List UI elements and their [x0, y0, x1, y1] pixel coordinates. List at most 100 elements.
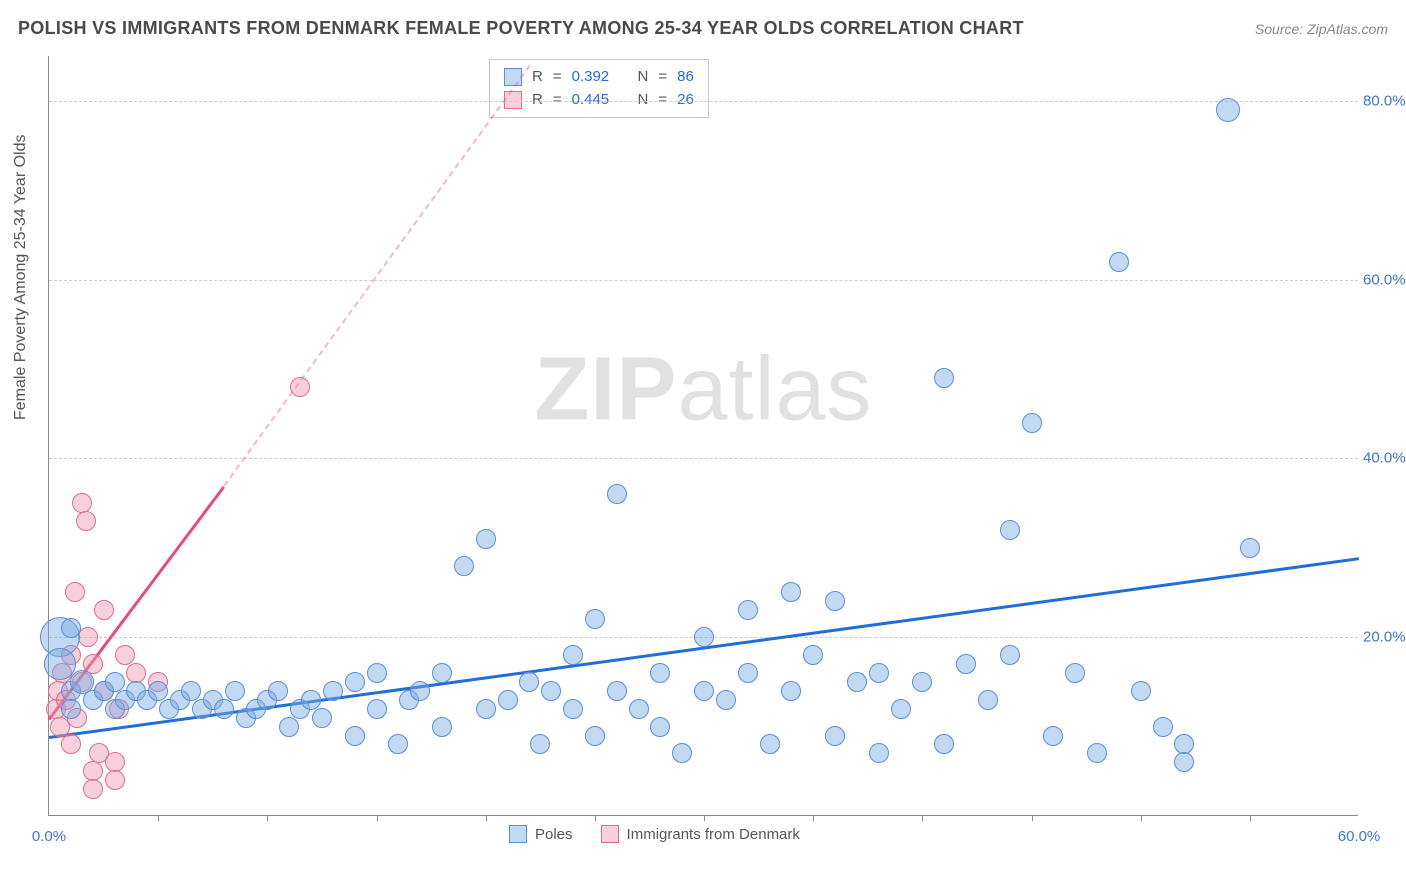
y-tick-label: 80.0% — [1363, 92, 1406, 109]
data-point-poles — [803, 645, 823, 665]
x-tick-label: 60.0% — [1338, 828, 1381, 845]
data-point-poles — [934, 734, 954, 754]
data-point-poles — [1000, 645, 1020, 665]
data-point-poles — [61, 699, 81, 719]
x-minor-tick — [486, 815, 487, 821]
data-point-poles — [738, 663, 758, 683]
data-point-denmark — [76, 511, 96, 531]
x-minor-tick — [267, 815, 268, 821]
data-point-poles — [781, 582, 801, 602]
stats-row-poles: R = 0.392 N = 86 — [504, 66, 694, 89]
data-point-poles — [760, 734, 780, 754]
data-point-poles — [367, 663, 387, 683]
x-minor-tick — [704, 815, 705, 821]
x-minor-tick — [813, 815, 814, 821]
data-point-poles — [1000, 520, 1020, 540]
data-point-poles — [476, 529, 496, 549]
data-point-poles — [345, 672, 365, 692]
data-point-poles — [912, 672, 932, 692]
data-point-poles — [738, 600, 758, 620]
data-point-poles — [672, 743, 692, 763]
data-point-poles — [225, 681, 245, 701]
data-point-poles — [105, 672, 125, 692]
data-point-denmark — [105, 770, 125, 790]
data-point-poles — [1022, 413, 1042, 433]
data-point-denmark — [78, 627, 98, 647]
data-point-poles — [312, 708, 332, 728]
data-point-denmark — [115, 645, 135, 665]
x-minor-tick — [1250, 815, 1251, 821]
data-point-poles — [181, 681, 201, 701]
data-point-poles — [869, 663, 889, 683]
chart-title: POLISH VS IMMIGRANTS FROM DENMARK FEMALE… — [18, 18, 1024, 39]
x-minor-tick — [595, 815, 596, 821]
legend-item-denmark: Immigrants from Denmark — [601, 825, 800, 843]
data-point-denmark — [65, 582, 85, 602]
y-tick-label: 20.0% — [1363, 629, 1406, 646]
data-point-poles — [301, 690, 321, 710]
data-point-denmark — [61, 734, 81, 754]
legend-item-poles: Poles — [509, 825, 573, 843]
data-point-poles — [607, 484, 627, 504]
data-point-poles — [214, 699, 234, 719]
data-point-poles — [956, 654, 976, 674]
data-point-poles — [847, 672, 867, 692]
data-point-poles — [1240, 538, 1260, 558]
data-point-poles — [716, 690, 736, 710]
data-point-poles — [410, 681, 430, 701]
data-point-poles — [585, 726, 605, 746]
data-point-poles — [1087, 743, 1107, 763]
data-point-poles — [148, 681, 168, 701]
data-point-poles — [541, 681, 561, 701]
data-point-poles — [432, 663, 452, 683]
data-point-poles — [694, 627, 714, 647]
watermark: ZIPatlas — [534, 338, 872, 441]
data-point-poles — [61, 618, 81, 638]
data-point-poles — [1065, 663, 1085, 683]
gridline-h — [49, 458, 1358, 459]
data-point-poles — [454, 556, 474, 576]
trend-line-dashed — [223, 65, 530, 486]
legend: Poles Immigrants from Denmark — [509, 825, 800, 843]
stat-eq: = — [553, 66, 562, 89]
data-point-poles — [694, 681, 714, 701]
data-point-poles — [1109, 252, 1129, 272]
x-minor-tick — [377, 815, 378, 821]
data-point-poles — [607, 681, 627, 701]
data-point-poles — [934, 368, 954, 388]
data-point-poles — [498, 690, 518, 710]
gridline-h — [49, 101, 1358, 102]
stat-n-poles: 86 — [677, 66, 694, 89]
gridline-h — [49, 280, 1358, 281]
stats-box: R = 0.392 N = 86 R = 0.445 N = 26 — [489, 59, 709, 118]
data-point-poles — [563, 645, 583, 665]
x-minor-tick — [922, 815, 923, 821]
data-point-poles — [388, 734, 408, 754]
legend-label-poles: Poles — [535, 826, 573, 843]
data-point-poles — [869, 743, 889, 763]
data-point-denmark — [94, 600, 114, 620]
data-point-denmark — [72, 493, 92, 513]
data-point-poles — [629, 699, 649, 719]
data-point-poles — [519, 672, 539, 692]
y-tick-label: 40.0% — [1363, 450, 1406, 467]
plot-area: ZIPatlas R = 0.392 N = 86 R = 0.445 N = … — [48, 56, 1358, 816]
data-point-poles — [432, 717, 452, 737]
data-point-poles — [1131, 681, 1151, 701]
data-point-denmark — [83, 779, 103, 799]
data-point-poles — [825, 591, 845, 611]
x-minor-tick — [1032, 815, 1033, 821]
data-point-denmark — [290, 377, 310, 397]
x-tick-label: 0.0% — [32, 828, 66, 845]
legend-label-denmark: Immigrants from Denmark — [627, 826, 800, 843]
data-point-poles — [367, 699, 387, 719]
data-point-poles — [268, 681, 288, 701]
watermark-light: atlas — [677, 339, 872, 439]
data-point-poles — [530, 734, 550, 754]
data-point-poles — [1216, 98, 1240, 122]
source-label: Source: ZipAtlas.com — [1255, 21, 1388, 37]
y-tick-label: 60.0% — [1363, 271, 1406, 288]
data-point-poles — [1174, 752, 1194, 772]
data-point-poles — [650, 663, 670, 683]
legend-swatch-poles-icon — [509, 825, 527, 843]
